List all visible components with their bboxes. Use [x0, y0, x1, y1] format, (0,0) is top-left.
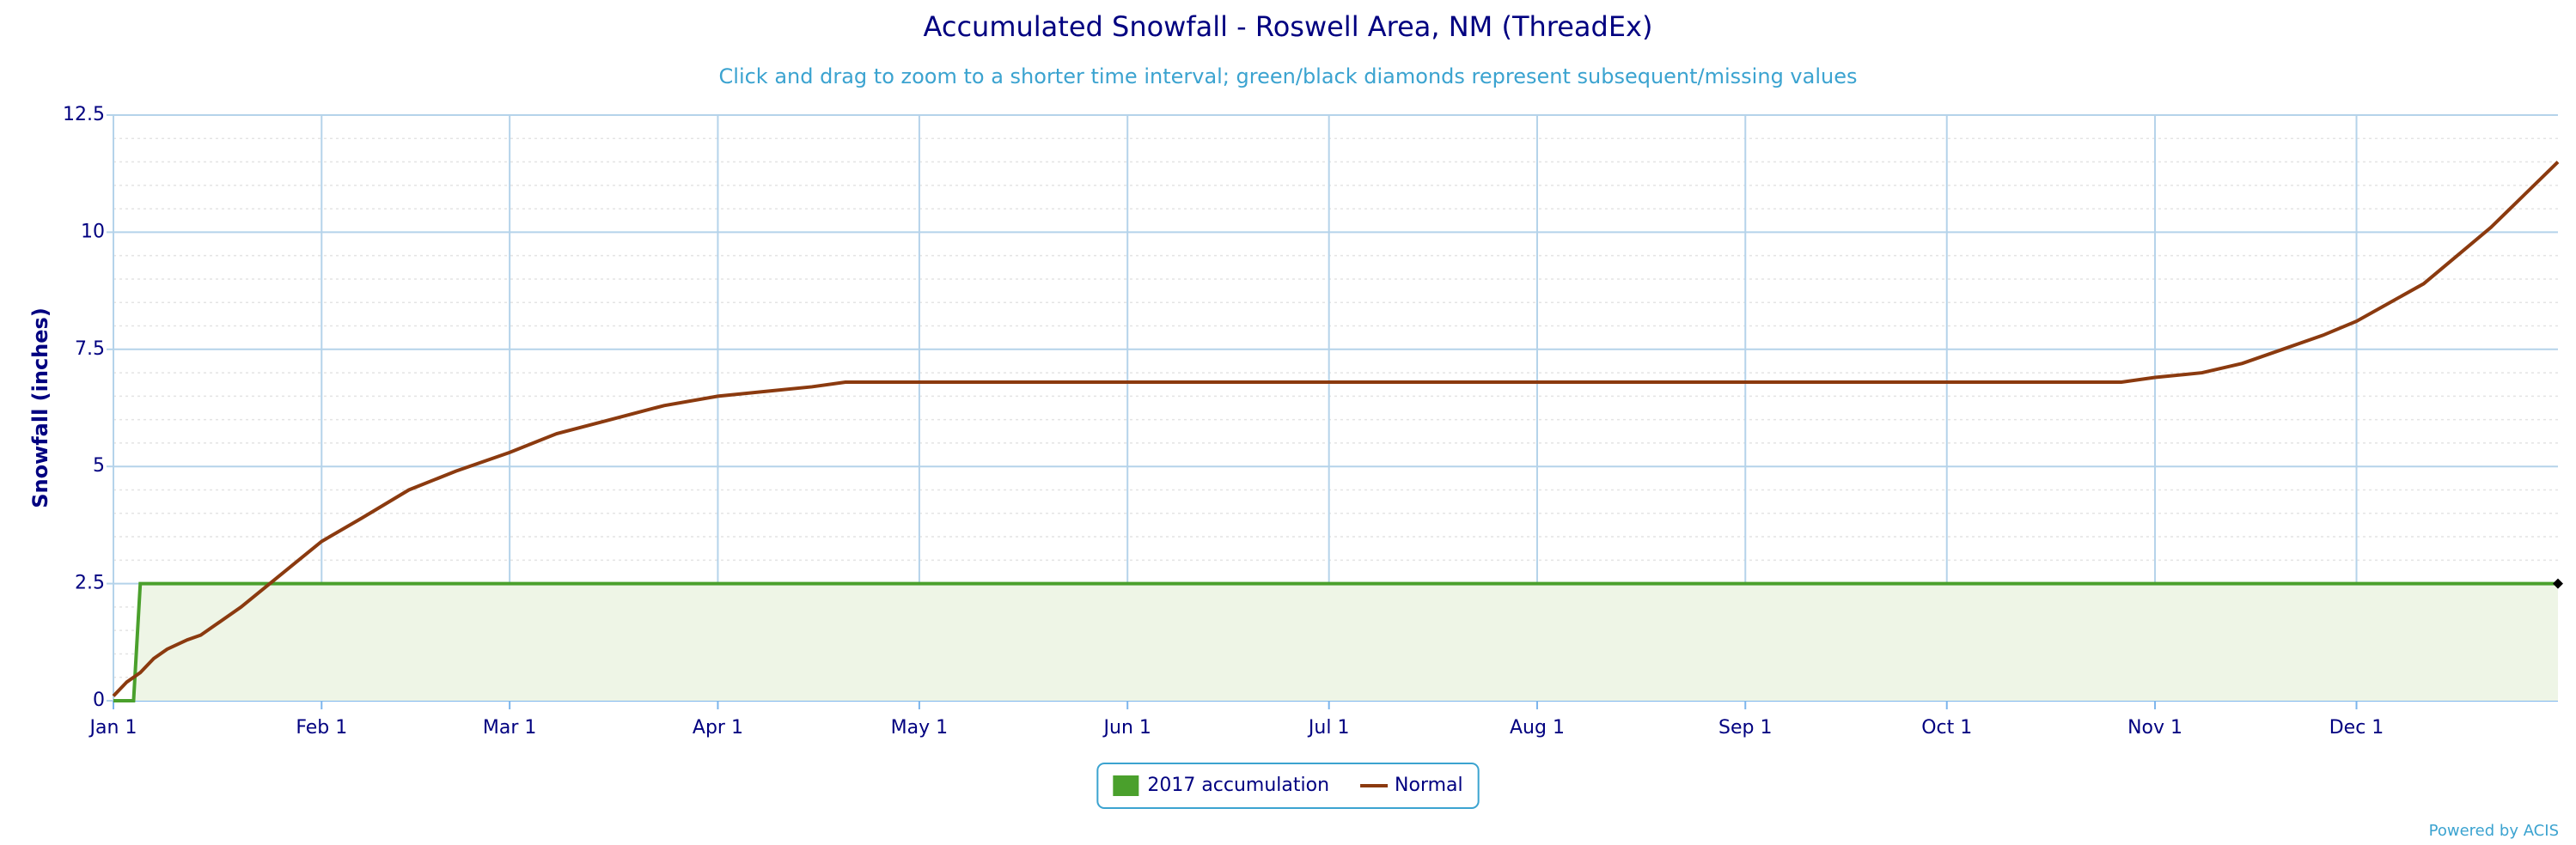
- legend-box: [1096, 763, 1480, 809]
- x-tick-label: Aug 1: [1510, 717, 1565, 739]
- x-tick-label: Apr 1: [693, 717, 743, 739]
- x-tick-label: Dec 1: [2329, 717, 2384, 739]
- x-tick-label: May 1: [891, 717, 948, 739]
- chart-subtitle: Click and drag to zoom to a shorter time…: [719, 64, 1858, 88]
- legend-label: 2017 accumulation: [1147, 775, 1329, 796]
- y-tick-label: 10: [81, 221, 105, 242]
- legend-swatch: [1113, 775, 1139, 796]
- x-tick-label: Jul 1: [1307, 717, 1350, 739]
- y-tick-label: 7.5: [75, 338, 105, 360]
- y-axis-title: Snowfall (inches): [28, 307, 52, 508]
- x-tick-label: Jan 1: [89, 717, 137, 739]
- y-tick-label: 12.5: [63, 104, 105, 125]
- x-tick-label: Feb 1: [296, 717, 347, 739]
- x-tick-label: Mar 1: [483, 717, 537, 739]
- chart-title: Accumulated Snowfall - Roswell Area, NM …: [924, 10, 1653, 43]
- x-tick-label: Sep 1: [1718, 717, 1772, 739]
- legend-label: Normal: [1395, 775, 1463, 796]
- y-tick-label: 2.5: [75, 573, 105, 594]
- credit: Powered by ACIS: [2429, 822, 2559, 840]
- y-tick-label: 5: [93, 455, 105, 477]
- y-tick-label: 0: [93, 690, 105, 711]
- end-diamond: [2553, 578, 2563, 589]
- legend: 2017 accumulation Normal: [1096, 763, 1480, 809]
- x-tick-label: Jun 1: [1102, 717, 1151, 739]
- area: [113, 583, 2558, 701]
- line: [112, 161, 2560, 697]
- x-tick-label: Oct 1: [1921, 717, 1972, 739]
- x-tick-label: Nov 1: [2127, 717, 2182, 739]
- line: [113, 581, 2558, 702]
